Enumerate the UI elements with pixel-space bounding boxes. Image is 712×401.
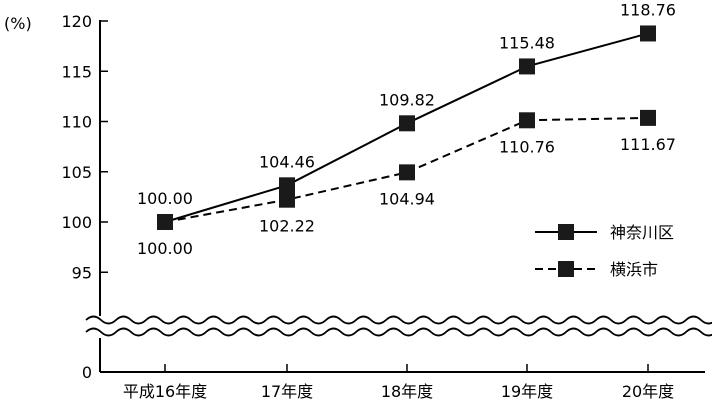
data-label: 102.22 — [259, 217, 315, 236]
series-marker-0 — [640, 25, 656, 42]
y-tick-label: 0 — [82, 363, 92, 382]
y-tick-label: 115 — [61, 62, 92, 81]
data-label: 104.94 — [379, 189, 435, 208]
x-tick-label: 20年度 — [622, 382, 674, 401]
series-marker-1 — [157, 214, 173, 230]
legend-label: 横浜市 — [610, 260, 658, 279]
x-tick-label: 平成16年度 — [123, 382, 207, 401]
data-label: 100.00 — [137, 189, 193, 208]
y-tick-label: 120 — [61, 12, 92, 31]
y-tick-label: 110 — [61, 113, 92, 132]
legend-label: 神奈川区 — [610, 223, 674, 242]
series-marker-1 — [640, 109, 656, 126]
x-tick-label: 18年度 — [381, 382, 433, 401]
data-label: 100.00 — [137, 239, 193, 258]
data-label: 109.82 — [379, 90, 435, 109]
data-label: 104.46 — [259, 152, 315, 171]
y-tick-label: 95 — [72, 263, 92, 282]
legend-marker-0 — [558, 224, 574, 240]
y-tick-label: 105 — [61, 163, 92, 182]
x-tick-label: 17年度 — [261, 382, 313, 401]
series-marker-1 — [399, 164, 415, 181]
series-marker-1 — [279, 191, 295, 208]
data-label: 115.48 — [499, 33, 555, 52]
data-label: 110.76 — [499, 137, 555, 156]
data-label: 111.67 — [620, 135, 676, 154]
data-label: 118.76 — [620, 0, 676, 19]
series-marker-0 — [279, 177, 295, 194]
axis-break — [85, 315, 712, 338]
series-marker-1 — [519, 112, 535, 129]
legend-marker-1 — [558, 261, 574, 277]
x-tick-label: 19年度 — [501, 382, 553, 401]
series-marker-0 — [519, 58, 535, 75]
y-axis-unit-label: (%) — [4, 14, 32, 33]
y-tick-label: 100 — [61, 213, 92, 232]
series-marker-0 — [399, 115, 415, 132]
